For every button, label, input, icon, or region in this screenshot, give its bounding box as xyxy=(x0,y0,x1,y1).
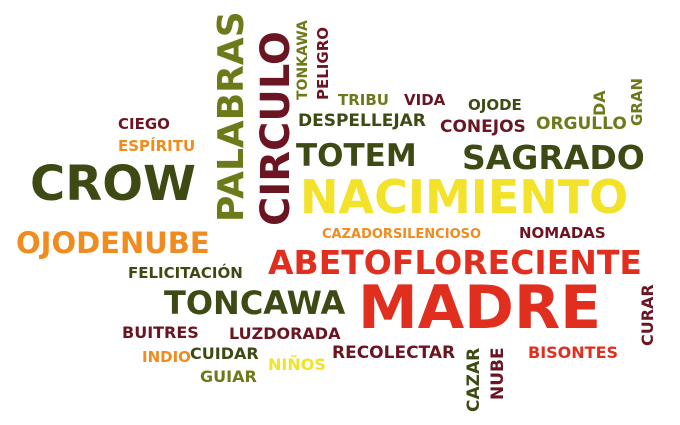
word-abetofloreciente: ABETOFLORECIENTE xyxy=(268,243,642,282)
word-ojode: OJODE xyxy=(468,96,522,114)
word-cuidar: CUIDAR xyxy=(190,344,259,363)
word-ciego: CIEGO xyxy=(118,115,170,133)
word-guiar: GUIAR xyxy=(200,367,257,386)
word-tonkawa: TONKAWA xyxy=(295,20,311,100)
word-buitres: BUITRES xyxy=(122,323,199,342)
word-toncawa: TONCAWA xyxy=(164,284,346,322)
word-vida: VIDA xyxy=(404,91,446,109)
word-crow: CROW xyxy=(30,156,196,212)
word-da: DA xyxy=(590,90,609,116)
word-ojodenube: OJODENUBE xyxy=(16,226,210,260)
word-nomadas: NOMADAS xyxy=(519,224,606,242)
word-sagrado: SAGRADO xyxy=(462,138,645,177)
word-nacimiento: NACIMIENTO xyxy=(300,170,629,224)
word-felicitacion: FELICITACIÓN xyxy=(128,264,243,282)
word-nube: NUBE xyxy=(488,347,508,400)
word-conejos: CONEJOS xyxy=(440,117,526,137)
word-cazar: CAZAR xyxy=(464,347,484,412)
word-totem: TOTEM xyxy=(296,138,417,174)
word-madre: MADRE xyxy=(358,273,602,343)
word-bisontes: BISONTES xyxy=(528,343,619,362)
word-recolectar: RECOLECTAR xyxy=(332,343,456,363)
word-cazadorsilencioso: CAZADORSILENCIOSO xyxy=(322,227,482,242)
word-tribu: TRIBU xyxy=(338,91,389,109)
word-circulo: CIRCULO xyxy=(253,31,299,226)
word-gran: GRAN xyxy=(628,77,646,126)
word-luzdorada: LUZDORADA xyxy=(229,324,341,343)
word-espiritu: ESPÍRITU xyxy=(118,137,196,155)
word-ninos: NIÑOS xyxy=(268,355,326,374)
word-palabras: PALABRAS xyxy=(211,11,252,222)
word-despellejar: DESPELLEJAR xyxy=(298,111,426,131)
word-orgullo: ORGULLO xyxy=(536,114,627,134)
word-indio: INDIO xyxy=(142,348,191,366)
word-curar: CURAR xyxy=(638,284,657,346)
word-peligro: PELIGRO xyxy=(314,27,332,100)
